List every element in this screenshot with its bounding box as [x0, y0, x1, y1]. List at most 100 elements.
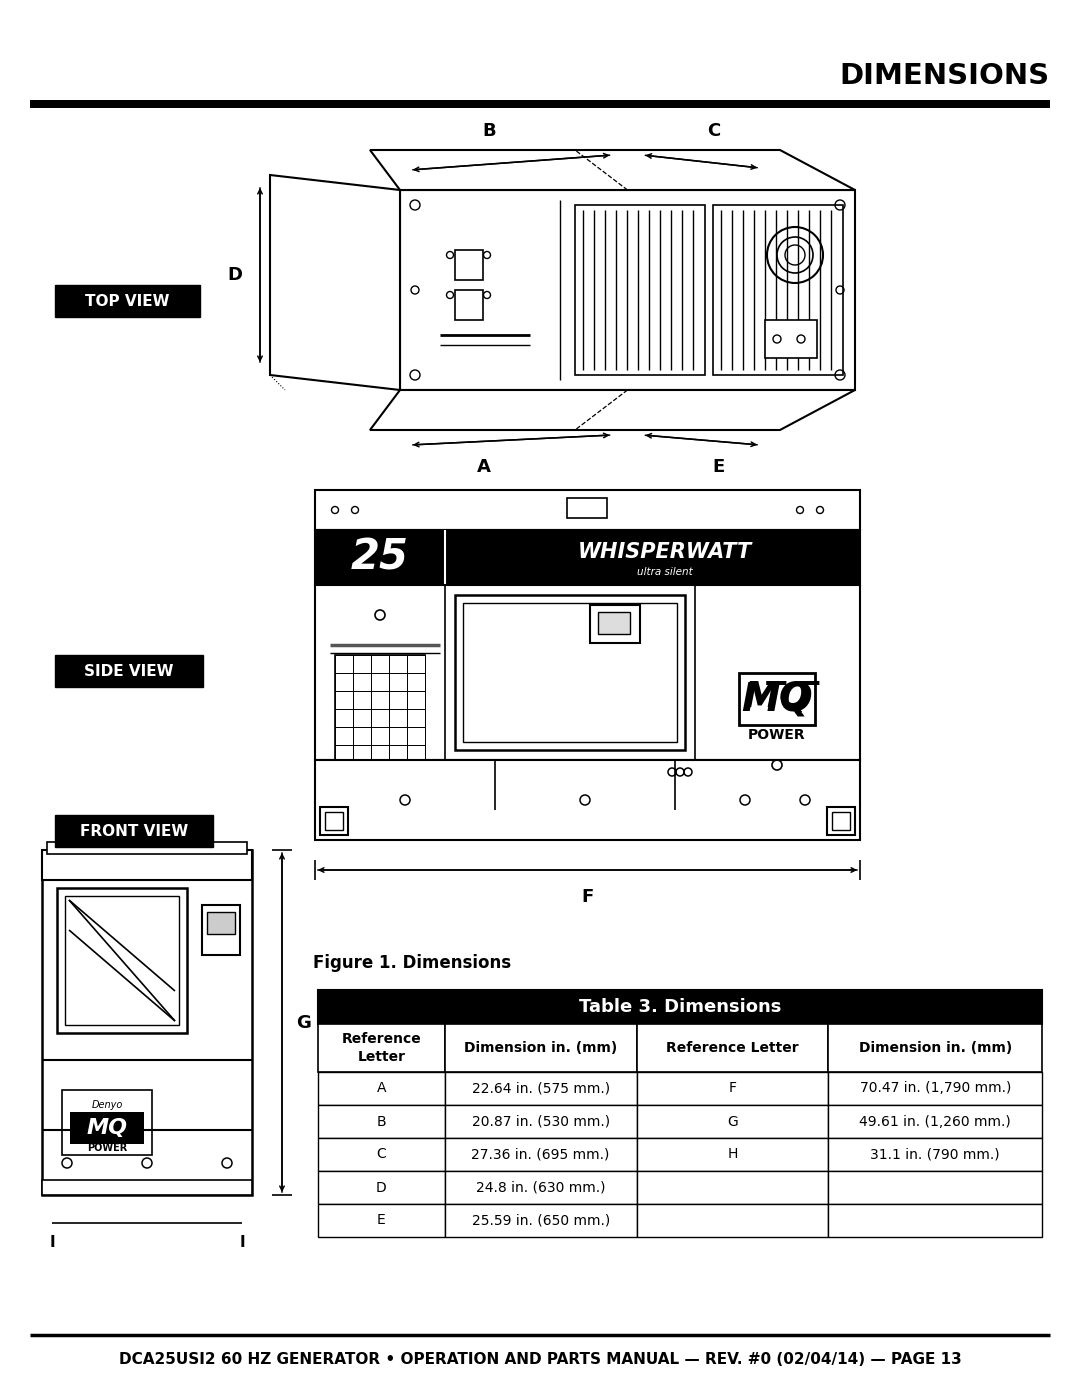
Bar — [318, 1105, 445, 1139]
Bar — [598, 612, 630, 634]
Text: MQ: MQ — [744, 680, 810, 714]
Bar — [315, 585, 860, 760]
Bar — [567, 497, 607, 518]
Bar — [353, 726, 372, 745]
Bar — [828, 1139, 1042, 1171]
Bar — [335, 763, 353, 781]
Text: H: H — [727, 1147, 738, 1161]
Bar — [636, 1071, 828, 1105]
Bar — [407, 655, 426, 673]
Bar — [65, 895, 179, 1025]
Text: A: A — [377, 1081, 387, 1095]
Bar — [455, 291, 483, 320]
Text: Dimension in. (mm): Dimension in. (mm) — [464, 1041, 618, 1055]
Bar — [335, 655, 353, 673]
Text: Table 3. Dimensions: Table 3. Dimensions — [579, 997, 781, 1016]
Bar — [335, 692, 353, 710]
Bar — [353, 710, 372, 726]
Bar — [828, 1171, 1042, 1204]
Text: B: B — [377, 1115, 387, 1129]
Text: Denyo: Denyo — [92, 1099, 123, 1111]
Text: B: B — [482, 122, 496, 140]
Text: POWER: POWER — [748, 728, 806, 742]
Bar — [828, 1024, 1042, 1071]
Bar — [407, 763, 426, 781]
Bar — [636, 1024, 828, 1071]
Text: Dimension in. (mm): Dimension in. (mm) — [859, 1041, 1012, 1055]
Bar — [372, 655, 389, 673]
Bar — [389, 692, 407, 710]
Bar — [455, 250, 483, 279]
Text: 70.47 in. (1,790 mm.): 70.47 in. (1,790 mm.) — [860, 1081, 1011, 1095]
Polygon shape — [370, 149, 855, 190]
Bar — [389, 726, 407, 745]
Bar — [372, 726, 389, 745]
Bar — [400, 190, 855, 390]
Polygon shape — [270, 175, 400, 390]
Text: I: I — [239, 1235, 245, 1250]
Bar — [739, 673, 815, 725]
Text: C: C — [707, 122, 720, 140]
Text: 31.1 in. (790 mm.): 31.1 in. (790 mm.) — [870, 1147, 1000, 1161]
Bar — [325, 812, 343, 830]
Bar — [407, 745, 426, 763]
Bar — [575, 205, 705, 374]
Text: Reference Letter: Reference Letter — [666, 1041, 799, 1055]
Bar — [318, 1071, 445, 1105]
Bar — [48, 842, 247, 854]
Bar — [389, 673, 407, 692]
Bar — [30, 101, 1050, 108]
Bar — [765, 320, 816, 358]
Text: F: F — [729, 1081, 737, 1095]
Bar — [315, 529, 860, 585]
Bar — [42, 1180, 252, 1194]
Text: A: A — [476, 458, 490, 476]
Bar — [55, 814, 213, 847]
Text: 25.59 in. (650 mm.): 25.59 in. (650 mm.) — [472, 1214, 610, 1228]
Bar — [70, 1112, 144, 1144]
Bar — [389, 763, 407, 781]
Bar — [318, 1204, 445, 1236]
Bar — [827, 807, 855, 835]
Bar — [318, 990, 1042, 1024]
Bar — [42, 849, 252, 1194]
Bar — [828, 1105, 1042, 1139]
Bar — [372, 692, 389, 710]
Bar — [636, 1204, 828, 1236]
Bar — [445, 1024, 636, 1071]
Text: 24.8 in. (630 mm.): 24.8 in. (630 mm.) — [476, 1180, 606, 1194]
Bar — [335, 673, 353, 692]
Bar — [636, 1105, 828, 1139]
Bar — [315, 760, 860, 840]
Text: D: D — [376, 1180, 387, 1194]
Bar — [828, 1204, 1042, 1236]
Bar — [372, 710, 389, 726]
Bar — [445, 1204, 636, 1236]
Bar — [42, 849, 252, 880]
Bar — [636, 1139, 828, 1171]
Text: WHISPERWATT: WHISPERWATT — [578, 542, 752, 562]
Bar — [55, 285, 200, 317]
Text: DCA25USI2 60 HZ GENERATOR • OPERATION AND PARTS MANUAL — REV. #0 (02/04/14) — PA: DCA25USI2 60 HZ GENERATOR • OPERATION AN… — [119, 1352, 961, 1368]
Text: MQ: MQ — [86, 1118, 127, 1139]
Bar — [407, 673, 426, 692]
Bar — [320, 807, 348, 835]
Bar — [335, 710, 353, 726]
Text: SIDE VIEW: SIDE VIEW — [84, 664, 174, 679]
Bar — [318, 1024, 445, 1071]
Bar — [335, 726, 353, 745]
Bar — [353, 745, 372, 763]
Bar — [407, 692, 426, 710]
Text: G: G — [296, 1013, 311, 1031]
Bar — [445, 1139, 636, 1171]
Text: 27.36 in. (695 mm.): 27.36 in. (695 mm.) — [472, 1147, 610, 1161]
Bar — [57, 888, 187, 1032]
Text: POWER: POWER — [86, 1143, 127, 1153]
Bar — [828, 1071, 1042, 1105]
Text: Reference
Letter: Reference Letter — [341, 1032, 421, 1063]
Bar — [463, 604, 677, 742]
Bar — [353, 673, 372, 692]
Bar — [636, 1171, 828, 1204]
Text: E: E — [713, 458, 725, 476]
Text: I: I — [50, 1235, 55, 1250]
